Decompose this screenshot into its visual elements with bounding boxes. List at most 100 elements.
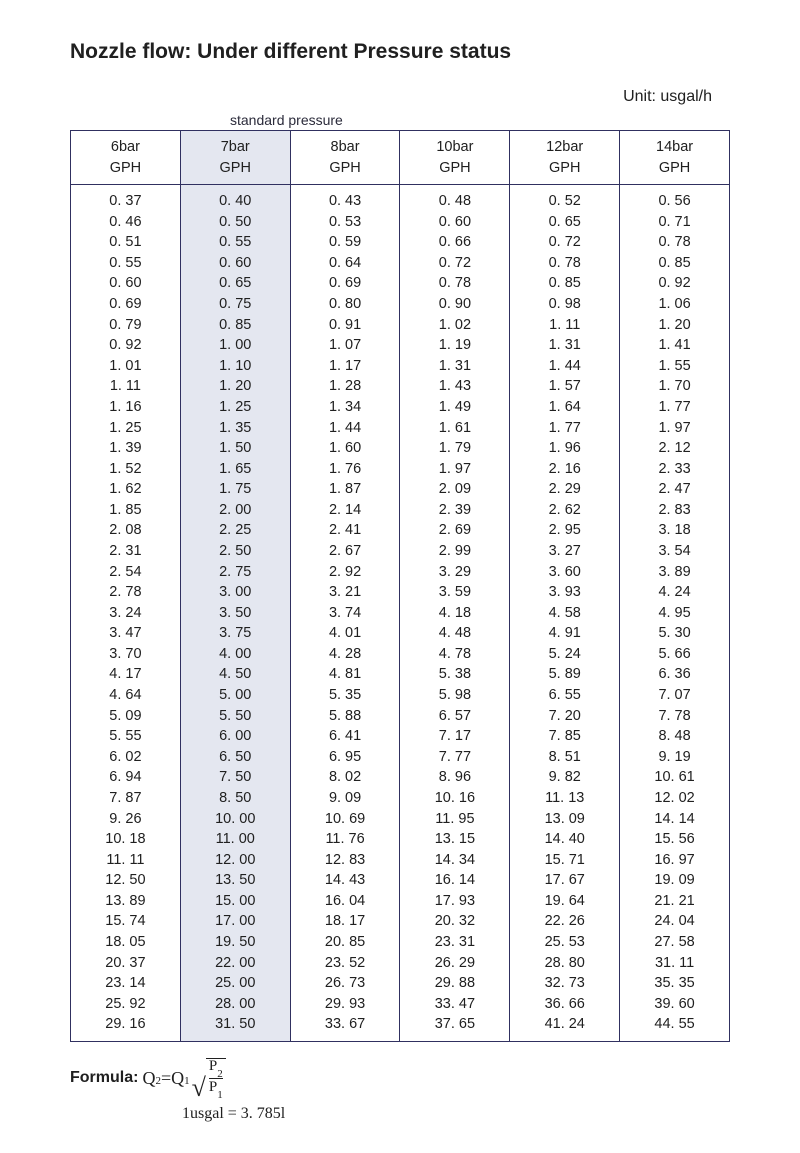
table-cell: 3. 50 [180,603,290,624]
table-cell: 2. 00 [180,500,290,521]
table-cell: 41. 24 [510,1014,620,1041]
table-cell: 1. 25 [71,418,181,439]
table-row: 3. 473. 754. 014. 484. 915. 30 [71,623,730,644]
table-row: 4. 174. 504. 815. 385. 896. 36 [71,664,730,685]
table-cell: 1. 44 [510,356,620,377]
table-cell: 3. 74 [290,603,400,624]
table-cell: 17. 93 [400,891,510,912]
table-cell: 14. 34 [400,850,510,871]
table-cell: 0. 43 [290,185,400,212]
table-cell: 0. 72 [510,232,620,253]
table-cell: 1. 76 [290,459,400,480]
table-row: 12. 5013. 5014. 4316. 1417. 6719. 09 [71,870,730,891]
table-cell: 14. 14 [620,809,730,830]
table-cell: 18. 05 [71,932,181,953]
table-cell: 5. 35 [290,685,400,706]
table-cell: 5. 00 [180,685,290,706]
table-cell: 0. 78 [510,253,620,274]
table-row: 1. 852. 002. 142. 392. 622. 83 [71,500,730,521]
table-cell: 2. 99 [400,541,510,562]
table-cell: 13. 15 [400,829,510,850]
table-cell: 1. 79 [400,438,510,459]
table-cell: 1. 07 [290,335,400,356]
table-row: 7. 878. 509. 0910. 1611. 1312. 02 [71,788,730,809]
table-cell: 1. 00 [180,335,290,356]
table-cell: 1. 25 [180,397,290,418]
table-cell: 0. 71 [620,212,730,233]
table-cell: 4. 78 [400,644,510,665]
table-row: 9. 2610. 0010. 6911. 9513. 0914. 14 [71,809,730,830]
table-cell: 1. 31 [510,335,620,356]
table-row: 3. 243. 503. 744. 184. 584. 95 [71,603,730,624]
table-cell: 3. 24 [71,603,181,624]
table-cell: 6. 94 [71,767,181,788]
table-cell: 4. 01 [290,623,400,644]
table-cell: 6. 41 [290,726,400,747]
table-cell: 0. 85 [510,273,620,294]
table-cell: 1. 57 [510,376,620,397]
table-header: 6barGPH7barGPH8barGPH10barGPH12barGPH14b… [71,131,730,185]
table-row: 4. 645. 005. 355. 986. 557. 07 [71,685,730,706]
table-row: 3. 704. 004. 284. 785. 245. 66 [71,644,730,665]
table-cell: 0. 60 [180,253,290,274]
table-cell: 0. 52 [510,185,620,212]
table-cell: 2. 95 [510,520,620,541]
table-cell: 1. 97 [620,418,730,439]
table-cell: 2. 92 [290,562,400,583]
table-row: 0. 370. 400. 430. 480. 520. 56 [71,185,730,212]
table-cell: 5. 30 [620,623,730,644]
table-cell: 13. 50 [180,870,290,891]
table-cell: 26. 73 [290,973,400,994]
table-row: 10. 1811. 0011. 7613. 1514. 4015. 56 [71,829,730,850]
table-cell: 27. 58 [620,932,730,953]
column-header: 12barGPH [510,131,620,185]
table-cell: 0. 69 [290,273,400,294]
table-cell: 6. 57 [400,706,510,727]
table-cell: 4. 00 [180,644,290,665]
table-row: 2. 082. 252. 412. 692. 953. 18 [71,520,730,541]
table-cell: 5. 98 [400,685,510,706]
table-row: 11. 1112. 0012. 8314. 3415. 7116. 97 [71,850,730,871]
table-row: 0. 510. 550. 590. 660. 720. 78 [71,232,730,253]
table-cell: 4. 91 [510,623,620,644]
table-cell: 14. 43 [290,870,400,891]
table-cell: 0. 60 [400,212,510,233]
table-row: 20. 3722. 0023. 5226. 2928. 8031. 11 [71,953,730,974]
table-cell: 1. 35 [180,418,290,439]
table-cell: 29. 16 [71,1014,181,1041]
table-cell: 1. 77 [510,418,620,439]
table-row: 2. 312. 502. 672. 993. 273. 54 [71,541,730,562]
table-cell: 23. 14 [71,973,181,994]
table-cell: 21. 21 [620,891,730,912]
table-cell: 0. 60 [71,273,181,294]
table-cell: 11. 00 [180,829,290,850]
table-cell: 1. 52 [71,459,181,480]
table-cell: 23. 31 [400,932,510,953]
table-cell: 7. 85 [510,726,620,747]
table-cell: 4. 50 [180,664,290,685]
table-cell: 1. 77 [620,397,730,418]
table-cell: 0. 64 [290,253,400,274]
table-cell: 0. 80 [290,294,400,315]
table-cell: 4. 58 [510,603,620,624]
table-cell: 19. 64 [510,891,620,912]
table-cell: 7. 78 [620,706,730,727]
table-cell: 5. 38 [400,664,510,685]
table-cell: 3. 70 [71,644,181,665]
table-cell: 29. 88 [400,973,510,994]
table-cell: 0. 69 [71,294,181,315]
table-cell: 14. 40 [510,829,620,850]
table-cell: 7. 20 [510,706,620,727]
table-cell: 26. 29 [400,953,510,974]
table-cell: 6. 50 [180,747,290,768]
table-cell: 0. 91 [290,315,400,336]
table-cell: 2. 62 [510,500,620,521]
table-cell: 1. 10 [180,356,290,377]
table-cell: 13. 89 [71,891,181,912]
table-row: 1. 161. 251. 341. 491. 641. 77 [71,397,730,418]
table-cell: 1. 31 [400,356,510,377]
table-cell: 1. 64 [510,397,620,418]
table-row: 18. 0519. 5020. 8523. 3125. 5327. 58 [71,932,730,953]
table-cell: 0. 85 [620,253,730,274]
table-cell: 2. 29 [510,479,620,500]
